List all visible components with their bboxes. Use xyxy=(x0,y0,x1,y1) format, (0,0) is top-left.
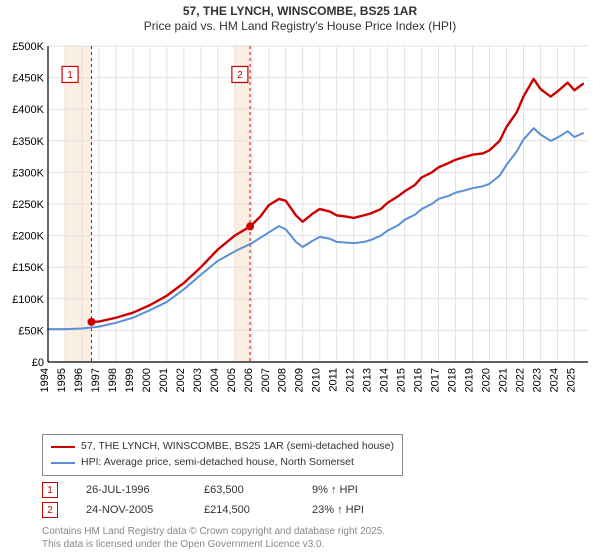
legend-row: 57, THE LYNCH, WINSCOMBE, BS25 1AR (semi… xyxy=(51,439,394,455)
y-tick-label: £100K xyxy=(12,294,44,306)
x-tick-label: 2014 xyxy=(379,368,391,392)
sale-marker-num: 1 xyxy=(67,70,73,81)
y-tick-label: £0 xyxy=(32,357,44,369)
x-tick-label: 2012 xyxy=(345,368,357,392)
sale-row: 1 26-JUL-1996 £63,500 9% ↑ HPI xyxy=(42,480,402,500)
y-tick-label: £400K xyxy=(12,104,44,116)
sales-table: 1 26-JUL-1996 £63,500 9% ↑ HPI 2 24-NOV-2005 £… xyxy=(42,480,402,520)
series-price_paid xyxy=(91,79,582,322)
x-tick-label: 2002 xyxy=(175,368,187,392)
legend-label: 57, THE LYNCH, WINSCOMBE, BS25 1AR (semi… xyxy=(81,439,394,455)
x-tick-label: 1999 xyxy=(124,368,136,392)
x-tick-label: 2007 xyxy=(260,368,272,392)
y-tick-label: £300K xyxy=(12,167,44,179)
sale-marker-num: 2 xyxy=(237,70,243,81)
legend-swatch xyxy=(51,446,75,448)
x-tick-label: 2008 xyxy=(277,368,289,392)
sale-row-marker: 2 xyxy=(42,502,58,518)
y-tick-label: £250K xyxy=(12,199,44,211)
x-tick-label: 1997 xyxy=(90,368,102,392)
legend: 57, THE LYNCH, WINSCOMBE, BS25 1AR (semi… xyxy=(42,434,403,476)
x-tick-label: 2000 xyxy=(141,368,153,392)
x-tick-label: 2004 xyxy=(209,368,221,392)
x-tick-label: 2015 xyxy=(396,368,408,392)
y-tick-label: £500K xyxy=(12,41,44,53)
x-tick-label: 2021 xyxy=(497,368,509,392)
chart-svg: £0 £50K £100K £150K £200K £250K £300K £350K £400… xyxy=(6,40,594,425)
sale-row-price: £63,500 xyxy=(204,484,284,496)
x-tick-label: 2025 xyxy=(565,368,577,392)
sale-row-price: £214,500 xyxy=(204,504,284,516)
x-tick-label: 2001 xyxy=(158,368,170,392)
chart-area: £0 £50K £100K £150K £200K £250K £300K £350K £400… xyxy=(6,40,594,425)
x-tick-label: 2016 xyxy=(413,368,425,392)
title-line2: Price paid vs. HM Land Registry's House … xyxy=(0,19,600,34)
chart-title: 57, THE LYNCH, WINSCOMBE, BS25 1AR Price… xyxy=(0,0,600,34)
x-tick-label: 2019 xyxy=(464,368,476,392)
x-tick-label: 2006 xyxy=(243,368,255,392)
sale-row-date: 24-NOV-2005 xyxy=(86,504,176,516)
x-tick-label: 2017 xyxy=(430,368,442,392)
y-tick-label: £450K xyxy=(12,73,44,85)
footer: Contains HM Land Registry data © Crown c… xyxy=(42,526,385,551)
sale-marker-dot xyxy=(87,318,95,326)
sale-row-marker: 1 xyxy=(42,482,58,498)
x-tick-label: 1995 xyxy=(56,368,68,392)
x-tick-label: 1994 xyxy=(39,368,51,392)
x-tick-label: 2013 xyxy=(362,368,374,392)
x-tick-label: 2005 xyxy=(226,368,238,392)
y-tick-label: £50K xyxy=(18,325,44,337)
x-tick-label: 2009 xyxy=(294,368,306,392)
sale-row-date: 26-JUL-1996 xyxy=(86,484,176,496)
x-tick-label: 2024 xyxy=(548,368,560,392)
x-tick-label: 2010 xyxy=(311,368,323,392)
y-tick-label: £200K xyxy=(12,231,44,243)
sale-marker-dot xyxy=(246,222,254,230)
legend-swatch xyxy=(51,462,75,464)
x-tick-label: 2011 xyxy=(328,368,340,392)
y-tick-label: £350K xyxy=(12,136,44,148)
x-tick-label: 2020 xyxy=(481,368,493,392)
sale-row-delta: 9% ↑ HPI xyxy=(312,484,402,496)
footer-line1: Contains HM Land Registry data © Crown c… xyxy=(42,526,385,539)
title-line1: 57, THE LYNCH, WINSCOMBE, BS25 1AR xyxy=(0,4,600,19)
sale-row-delta: 23% ↑ HPI xyxy=(312,504,402,516)
y-tick-label: £150K xyxy=(12,262,44,274)
x-tick-label: 1998 xyxy=(107,368,119,392)
x-tick-label: 2003 xyxy=(192,368,204,392)
legend-label: HPI: Average price, semi-detached house,… xyxy=(81,455,354,471)
footer-line2: This data is licensed under the Open Gov… xyxy=(42,539,385,552)
legend-row: HPI: Average price, semi-detached house,… xyxy=(51,455,394,471)
x-tick-label: 2023 xyxy=(531,368,543,392)
sale-row: 2 24-NOV-2005 £214,500 23% ↑ HPI xyxy=(42,500,402,520)
x-tick-label: 2022 xyxy=(514,368,526,392)
x-tick-label: 1996 xyxy=(73,368,85,392)
x-tick-label: 2018 xyxy=(447,368,459,392)
